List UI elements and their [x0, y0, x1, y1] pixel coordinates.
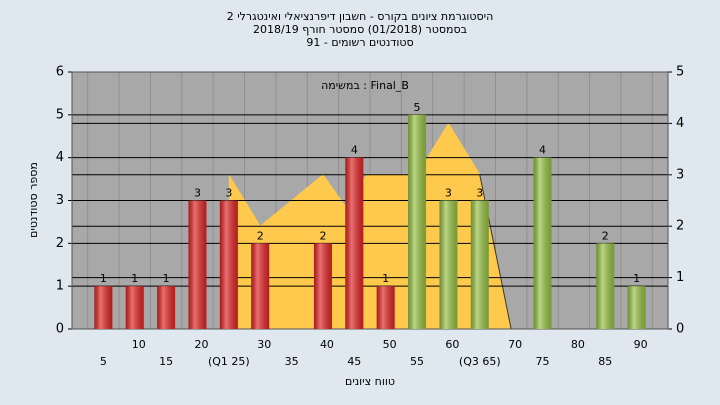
bar-value-label: 1	[382, 272, 389, 285]
bar-shine	[188, 200, 207, 329]
bar-shine	[376, 286, 395, 329]
chart-subtitle: בסמסטר (01/2018) סמסטר חורף 2018/19	[253, 23, 467, 36]
bar-shine	[313, 243, 332, 329]
bar-shine	[596, 243, 615, 329]
y-tick-label: 0	[56, 322, 64, 337]
x-tick-label: 5	[100, 355, 107, 368]
x-tick-label: 80	[571, 338, 585, 351]
bar-value-label: 4	[539, 144, 546, 157]
y2-tick-label: 4	[676, 116, 684, 131]
y-tick-label: 1	[56, 279, 64, 294]
y-tick-label: 5	[56, 107, 64, 122]
bar-shine	[157, 286, 176, 329]
x-tick-label: 85	[598, 355, 612, 368]
x-tick-label: 55	[410, 355, 424, 368]
bar-value-label: 5	[414, 101, 421, 114]
bar-value-label: 1	[163, 272, 170, 285]
y2-tick-label: 0	[676, 322, 684, 337]
bar-shine	[125, 286, 144, 329]
x-tick-label: (Q3 65)	[459, 355, 501, 368]
y2-tick-label: 2	[676, 219, 684, 234]
bar-value-label: 4	[351, 144, 358, 157]
bar-value-label: 3	[445, 187, 452, 200]
bar-shine	[533, 157, 552, 329]
annotation: במשימה : Final_B	[321, 79, 409, 92]
x-tick-label: 40	[320, 338, 334, 351]
bar-value-label: 2	[257, 229, 264, 242]
y-tick-label: 3	[56, 193, 64, 208]
bar-value-label: 2	[602, 229, 609, 242]
x-tick-label: 35	[285, 355, 299, 368]
y-axis-label: מספר סטודנטים	[27, 162, 40, 238]
x-tick-label: 20	[194, 338, 208, 351]
plot-frame	[71, 71, 669, 330]
bar-shine	[408, 114, 427, 329]
bar-shine	[345, 157, 364, 329]
x-tick-label: 15	[159, 355, 173, 368]
bar-value-label: 1	[100, 272, 107, 285]
bar-shine	[94, 286, 113, 329]
x-tick-label: (Q1 25)	[208, 355, 250, 368]
bar-value-label: 3	[225, 187, 232, 200]
bar-value-label: 1	[131, 272, 138, 285]
bar-shine	[470, 200, 489, 329]
y2-tick-label: 1	[676, 270, 684, 285]
x-tick-label: 50	[383, 338, 397, 351]
bar-shine	[439, 200, 458, 329]
bar-value-label: 3	[194, 187, 201, 200]
bar-value-label: 3	[476, 187, 483, 200]
y-tick-label: 6	[56, 65, 64, 80]
chart-subtitle: סטודנטים רשומים - 91	[306, 36, 413, 49]
x-tick-label: 90	[634, 338, 648, 351]
x-axis-label: טווח ציונים	[345, 375, 395, 388]
y2-tick-label: 3	[676, 167, 684, 182]
x-tick-label: 45	[347, 355, 361, 368]
bar-shine	[251, 243, 270, 329]
y-tick-label: 2	[56, 236, 64, 251]
y2-tick-label: 5	[676, 65, 684, 80]
bar-value-label: 2	[319, 229, 326, 242]
x-tick-label: 75	[536, 355, 550, 368]
bar-shine	[219, 200, 238, 329]
x-tick-label: 70	[508, 338, 522, 351]
bar-shine	[627, 286, 646, 329]
y-tick-label: 4	[56, 150, 64, 165]
x-tick-label: 10	[132, 338, 146, 351]
x-tick-label: 30	[257, 338, 271, 351]
x-tick-label: 60	[445, 338, 459, 351]
bar-value-label: 1	[633, 272, 640, 285]
chart-title: היסטוגרמת ציונים בקורס - חשבון דיפרנציאל…	[227, 10, 494, 23]
